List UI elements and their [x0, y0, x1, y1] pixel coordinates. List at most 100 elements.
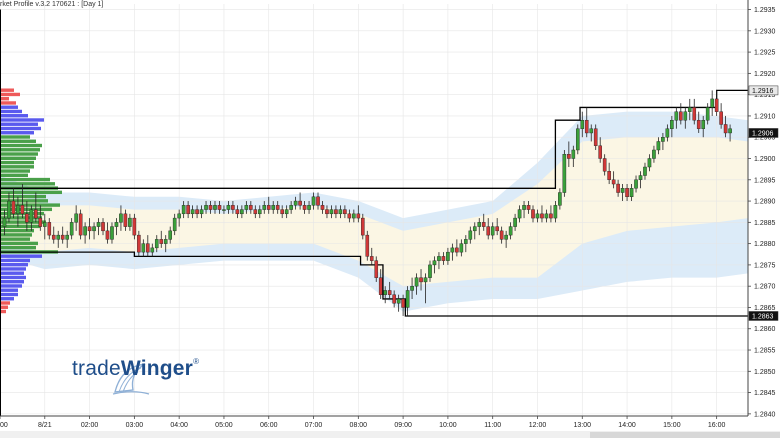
candle-up — [163, 239, 168, 244]
profile-bar — [0, 131, 34, 135]
y-tick-label: 1.2870 — [754, 284, 776, 291]
candle-up — [558, 192, 562, 206]
candle-down — [369, 256, 374, 261]
x-tick-label: 04:00 — [170, 422, 188, 429]
x-tick-label: 08:00 — [350, 422, 368, 429]
candle-up — [670, 119, 674, 129]
candle-down — [714, 98, 719, 112]
candle-up — [2, 217, 7, 227]
candle-up — [114, 222, 119, 227]
x-tick-label: 07:00 — [305, 422, 323, 429]
candle-up — [661, 137, 665, 142]
x-tick-label: 05:00 — [215, 422, 233, 429]
candle-down — [105, 230, 110, 240]
candle-down — [531, 209, 535, 219]
candle-up — [29, 209, 34, 223]
candle-up — [154, 239, 159, 249]
x-tick-label: 00 — [0, 422, 8, 429]
candle-up — [553, 205, 558, 219]
candle-up — [190, 209, 195, 215]
profile-bar — [0, 233, 32, 237]
horizontal-scrollbar[interactable] — [0, 431, 780, 438]
y-tick-label: 1.2860 — [754, 326, 776, 333]
value-band-inner — [0, 137, 748, 287]
profile-bar — [0, 114, 28, 118]
y-tick-label: 1.2855 — [754, 348, 776, 355]
profile-bar — [0, 309, 6, 314]
candle-down — [392, 294, 396, 304]
candle-up — [522, 205, 526, 210]
candle-up — [517, 209, 522, 219]
candle-down — [607, 171, 611, 180]
profile-bar — [0, 165, 34, 169]
candle-down — [235, 209, 240, 215]
profile-bar — [0, 122, 38, 126]
candle-down — [78, 213, 83, 236]
candle-up — [575, 128, 580, 151]
profile-bar — [0, 220, 46, 224]
y-tick-label: 1.2925 — [754, 50, 776, 57]
profile-bar — [0, 169, 30, 173]
candle-up — [284, 209, 289, 215]
profile-bar — [0, 262, 28, 267]
profile-bar — [0, 148, 40, 152]
profile-bar — [0, 105, 18, 109]
candle-down — [325, 209, 329, 215]
x-tick-label: 10:00 — [439, 422, 457, 429]
candle-up — [168, 230, 173, 240]
candle-up — [674, 111, 679, 121]
profile-bar — [0, 92, 20, 97]
price-label: 1.2916 — [752, 88, 774, 95]
y-tick-label: 1.2895 — [754, 177, 776, 184]
profile-bar — [0, 190, 62, 195]
profile-bar — [0, 297, 14, 301]
profile-bar — [0, 101, 16, 105]
candle-down — [316, 196, 320, 206]
candle-up — [504, 234, 508, 240]
candle-down — [47, 222, 52, 236]
profile-bar — [0, 182, 55, 186]
profile-bar — [0, 139, 36, 143]
candle-up — [490, 226, 495, 236]
x-tick-label: 15:00 — [663, 422, 681, 429]
candle-down — [365, 234, 370, 257]
candle-up — [464, 239, 468, 244]
candle-down — [616, 183, 620, 193]
x-tick-label: 02:00 — [81, 422, 99, 429]
candle-down — [231, 205, 235, 210]
x-tick-label: 16:00 — [708, 422, 726, 429]
profile-bar — [0, 126, 41, 131]
candle-up — [199, 209, 204, 215]
candle-up — [687, 107, 692, 112]
candle-up — [150, 247, 155, 253]
candle-down — [611, 179, 616, 185]
candle-up — [204, 205, 208, 210]
profile-bar — [0, 96, 9, 101]
wave-fin-icon — [112, 363, 150, 395]
candle-up — [450, 247, 455, 253]
y-tick-label: 1.2865 — [754, 305, 776, 312]
candle-up — [329, 209, 334, 215]
candle-down — [302, 205, 307, 210]
candle-up — [289, 205, 293, 210]
candle-down — [625, 188, 629, 198]
scrollbar-thumb[interactable] — [590, 432, 780, 438]
profile-bar — [0, 301, 10, 305]
candle-up — [311, 196, 316, 206]
candle-up — [42, 222, 47, 227]
price-label: 1.2863 — [752, 313, 774, 320]
candle-up — [65, 234, 69, 240]
x-tick-label: 14:00 — [618, 422, 636, 429]
y-tick-label: 1.2840 — [754, 411, 776, 418]
candle-up — [580, 119, 585, 129]
y-tick-label: 1.2890 — [754, 199, 776, 206]
candle-down — [195, 209, 199, 215]
candle-up — [705, 107, 710, 121]
candle-up — [307, 205, 311, 210]
candle-up — [535, 213, 540, 219]
candle-up — [74, 213, 78, 223]
y-tick-label: 1.2935 — [754, 7, 776, 14]
candle-up — [562, 154, 567, 193]
y-tick-label: 1.2930 — [754, 28, 776, 35]
